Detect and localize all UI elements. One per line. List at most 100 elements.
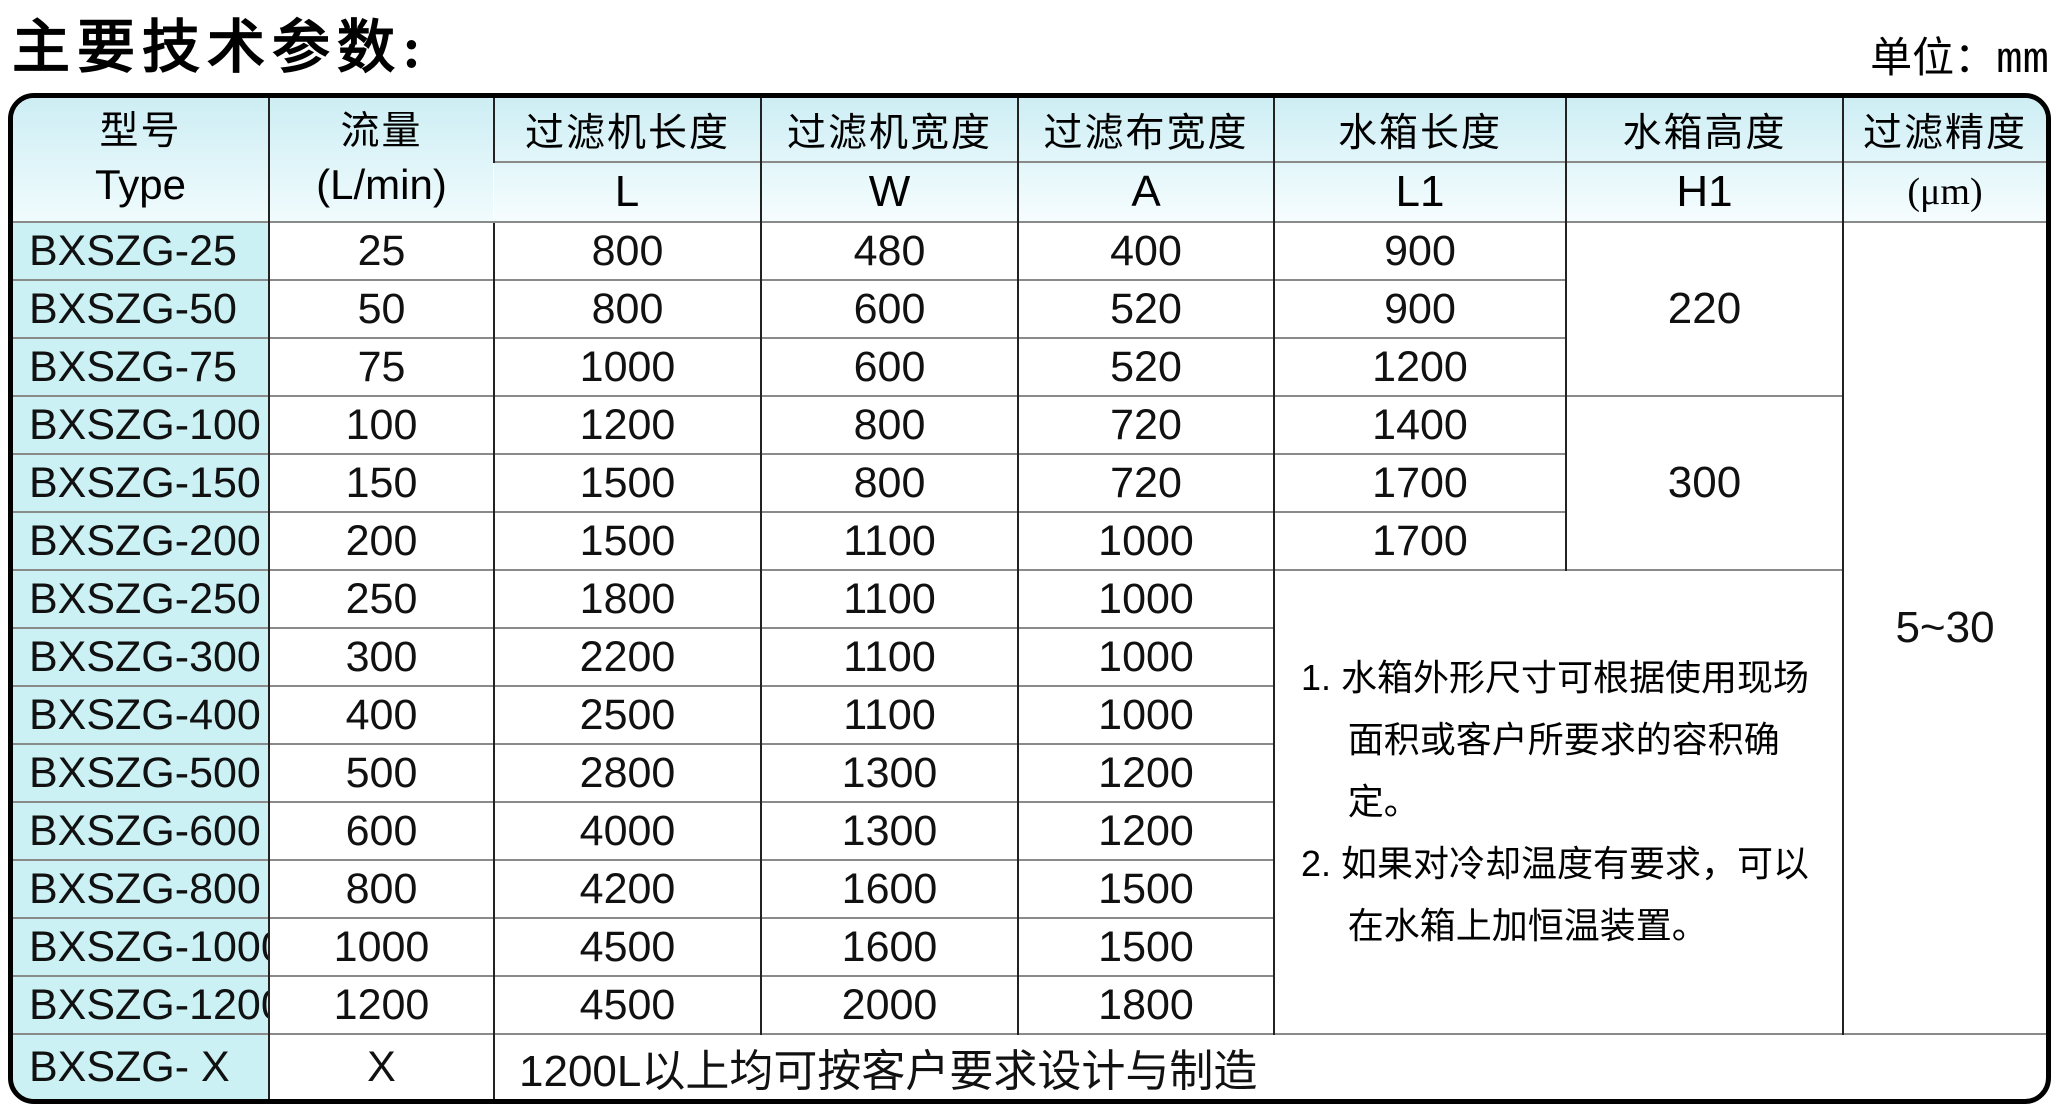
cell-flow: 50 [268,279,494,338]
cell-flow: 1000 [268,917,494,976]
table-row: BXSZG-800 800 4200 1600 1500 [13,859,2046,918]
cell-a: 1000 [1017,569,1274,628]
cell-flow: 25 [268,221,494,280]
cell-a: 520 [1017,279,1274,338]
cell-a: 1200 [1017,801,1274,860]
unit-label: 单位：mm [1870,24,2049,86]
table-row: BXSZG-50 50 800 600 520 900 [13,279,2046,338]
page-title: 主要技术参数: [12,15,429,80]
cell-type: BXSZG-250 [13,569,269,628]
cell-type: BXSZG-200 [13,511,269,570]
table-row: BXSZG-100 100 1200 800 720 1400 300 [13,395,2046,570]
cell-flow: 300 [268,627,494,686]
cell-l: 800 [493,279,761,338]
table-row: BXSZG-400 400 2500 1100 1000 [13,685,2046,744]
header-tank-height: 水箱高度 [1565,98,1843,162]
cell-l1: 1700 [1273,453,1566,512]
cell-flow: 500 [268,743,494,802]
cell-type: BXSZG- X [13,1033,269,1099]
cell-a: 1800 [1017,975,1274,1034]
table-row: BXSZG-500 500 2800 1300 1200 [13,743,2046,802]
cell-custom-note: 1200L以上均可按客户要求设计与制造 [493,1033,2046,1099]
cell-flow: 200 [268,511,494,570]
header-flow: 流量 (L/min) [268,98,494,222]
cell-a: 1500 [1017,917,1274,976]
cell-a: 1000 [1017,685,1274,744]
cell-precision-range: 5~30 [1842,221,2046,1034]
cell-w: 1100 [760,685,1018,744]
cell-type: BXSZG-600 [13,801,269,860]
note-text: 如果对冷却温度有要求，可以在水箱上加恒温装置。 [1341,843,1810,946]
cell-l: 800 [493,221,761,280]
cell-flow: 800 [268,859,494,918]
cell-a: 1200 [1017,743,1274,802]
cell-l: 1200 [493,395,761,454]
cell-l1: 1700 [1273,511,1566,570]
note-marker: 2. [1301,843,1332,884]
cell-type: BXSZG-1000 [13,917,269,976]
cell-w: 1600 [760,859,1018,918]
cell-flow: 1200 [268,975,494,1034]
cell-a: 520 [1017,337,1274,396]
cell-type: BXSZG-25 [13,221,269,280]
table-row: BXSZG-150 150 1500 800 720 1700 [13,453,2046,512]
cell-l: 2200 [493,627,761,686]
header-machine-length: 过滤机长度 [493,98,761,162]
cell-type: BXSZG-400 [13,685,269,744]
cell-l: 2500 [493,685,761,744]
cell-flow: 150 [268,453,494,512]
header-cloth-width: 过滤布宽度 [1017,98,1274,162]
header-sym-w: W [760,161,1018,222]
table-row: BXSZG-250 250 1800 1100 1000 1. 水箱外形尺寸可根… [13,569,2046,1034]
note-item-2: 2. 如果对冷却温度有要求，可以在水箱上加恒温装置。 [1301,833,1828,957]
cell-w: 800 [760,395,1018,454]
header-machine-width: 过滤机宽度 [760,98,1018,162]
cell-type: BXSZG-75 [13,337,269,396]
cell-a: 720 [1017,395,1274,454]
cell-l: 4500 [493,975,761,1034]
header-flow-zh: 流量 [340,109,423,153]
table-row: BXSZG-300 300 2200 1100 1000 [13,627,2046,686]
cell-w: 1600 [760,917,1018,976]
cell-l: 1500 [493,453,761,512]
cell-a: 400 [1017,221,1274,280]
spec-table-container: 型号 Type 流量 (L/min) 过滤机长度 过滤机宽度 过滤布宽度 水箱长… [8,93,2051,1104]
cell-type: BXSZG-500 [13,743,269,802]
header-sym-l1: L1 [1273,161,1566,222]
note-text: 水箱外形尺寸可根据使用现场面积或客户所要求的容积确定。 [1341,657,1810,822]
table-row: BXSZG-1200 1200 4500 2000 1800 [13,975,2046,1034]
cell-a: 1000 [1017,511,1274,570]
note-marker: 1. [1301,657,1332,698]
cell-flow: 600 [268,801,494,860]
cell-l: 1000 [493,337,761,396]
cell-l: 4500 [493,917,761,976]
unit-value: mm [1996,36,2049,86]
table-row: BXSZG-200 200 1500 1100 1000 1700 [13,511,2046,570]
cell-type: BXSZG-100 [13,395,269,454]
header-sym-um: (μm) [1842,161,2046,222]
cell-h1-group-220: 220 [1565,221,1843,396]
cell-flow: X [268,1033,494,1099]
table-row: BXSZG-600 600 4000 1300 1200 [13,801,2046,860]
table-row: BXSZG-25 25 800 480 400 900 220 5~30 [13,221,2046,1034]
unit-label-text: 单位： [1870,36,1997,82]
cell-type: BXSZG-1200 [13,975,269,1034]
header-type-en: Type [94,160,187,208]
cell-flow: 75 [268,337,494,396]
header-type-zh: 型号 [99,109,182,153]
header-precision: 过滤精度 [1842,98,2046,162]
cell-type: BXSZG-300 [13,627,269,686]
cell-w: 1300 [760,801,1018,860]
cell-l1: 900 [1273,279,1566,338]
cell-w: 1300 [760,743,1018,802]
header-type: 型号 Type [13,98,269,222]
cell-w: 800 [760,453,1018,512]
cell-w: 480 [760,221,1018,280]
cell-a: 1500 [1017,859,1274,918]
cell-tank-notes: 1. 水箱外形尺寸可根据使用现场面积或客户所要求的容积确定。 2. 如果对冷却温… [1273,569,1843,1034]
cell-flow: 100 [268,395,494,454]
note-item-1: 1. 水箱外形尺寸可根据使用现场面积或客户所要求的容积确定。 [1301,647,1828,833]
cell-w: 2000 [760,975,1018,1034]
header-tank-length: 水箱长度 [1273,98,1566,162]
cell-h1-group-300: 300 [1565,395,1843,570]
